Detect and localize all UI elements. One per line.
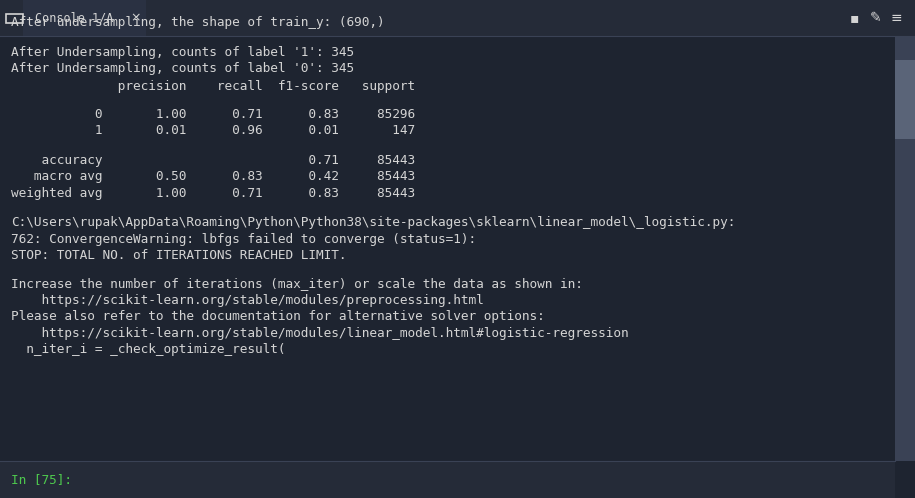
Text: n_iter_i = _check_optimize_result(: n_iter_i = _check_optimize_result(	[11, 343, 285, 356]
Bar	[0, 461, 895, 498]
Text: ✎: ✎	[870, 11, 881, 25]
Text: macro avg       0.50      0.83      0.42     85443: macro avg 0.50 0.83 0.42 85443	[11, 170, 415, 183]
Text: C:\Users\rupak\AppData\Roaming\Python\Python38\site-packages\sklearn\linear_mode: C:\Users\rupak\AppData\Roaming\Python\Py…	[11, 216, 736, 229]
Text: weighted avg       1.00      0.71      0.83     85443: weighted avg 1.00 0.71 0.83 85443	[11, 187, 415, 200]
Bar	[895, 36, 915, 461]
Bar	[0, 0, 915, 36]
Text: ×: ×	[130, 11, 141, 24]
Text: 0       1.00      0.71      0.83     85296: 0 1.00 0.71 0.83 85296	[11, 108, 415, 121]
Text: In [75]:: In [75]:	[11, 473, 72, 486]
Bar	[23, 0, 146, 36]
Text: 1       0.01      0.96      0.01       147: 1 0.01 0.96 0.01 147	[11, 124, 415, 137]
Text: 762: ConvergenceWarning: lbfgs failed to converge (status=1):: 762: ConvergenceWarning: lbfgs failed to…	[11, 233, 476, 246]
Text: precision    recall  f1-score   support: precision recall f1-score support	[11, 80, 415, 93]
Bar	[895, 60, 915, 139]
Text: https://scikit-learn.org/stable/modules/linear_model.html#logistic-regression: https://scikit-learn.org/stable/modules/…	[11, 327, 629, 340]
Text: ≡: ≡	[891, 11, 902, 25]
Text: After Undersampling, counts of label '0': 345: After Undersampling, counts of label '0'…	[11, 62, 354, 75]
Text: https://scikit-learn.org/stable/modules/preprocessing.html: https://scikit-learn.org/stable/modules/…	[11, 294, 484, 307]
Text: Increase the number of iterations (max_iter) or scale the data as shown in:: Increase the number of iterations (max_i…	[11, 277, 583, 290]
Text: ▪: ▪	[850, 11, 859, 25]
Text: Console 1/A: Console 1/A	[35, 11, 113, 24]
Bar	[6, 14, 23, 23]
Text: accuracy                           0.71     85443: accuracy 0.71 85443	[11, 154, 415, 167]
Text: After undersampling, the shape of train_y: (690,): After undersampling, the shape of train_…	[11, 16, 384, 29]
Text: STOP: TOTAL NO. of ITERATIONS REACHED LIMIT.: STOP: TOTAL NO. of ITERATIONS REACHED LI…	[11, 249, 347, 262]
Text: After Undersampling, counts of label '1': 345: After Undersampling, counts of label '1'…	[11, 46, 354, 59]
Text: Please also refer to the documentation for alternative solver options:: Please also refer to the documentation f…	[11, 310, 544, 323]
